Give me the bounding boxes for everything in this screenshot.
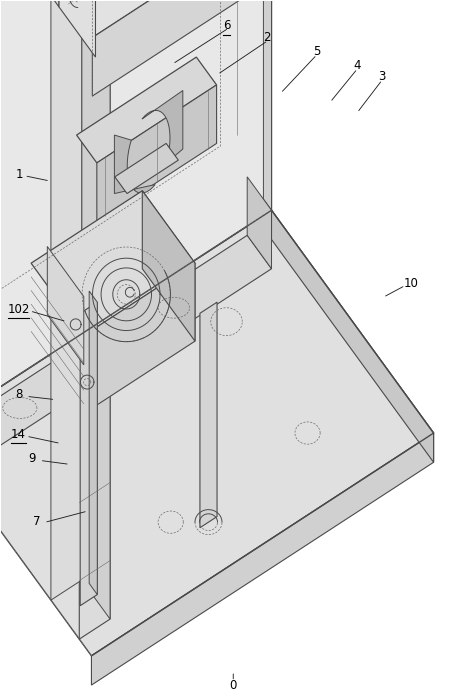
Polygon shape	[271, 210, 434, 462]
Polygon shape	[80, 302, 97, 606]
Polygon shape	[142, 191, 195, 341]
Text: 4: 4	[353, 59, 361, 72]
Polygon shape	[115, 135, 155, 194]
Polygon shape	[79, 0, 110, 639]
Polygon shape	[31, 191, 195, 336]
Polygon shape	[89, 291, 97, 595]
Polygon shape	[115, 143, 178, 194]
Polygon shape	[200, 302, 217, 528]
Polygon shape	[35, 0, 59, 7]
Polygon shape	[0, 210, 434, 656]
Text: 5: 5	[313, 45, 320, 58]
Polygon shape	[142, 90, 183, 164]
Polygon shape	[47, 247, 84, 365]
Polygon shape	[0, 236, 271, 491]
Text: 6: 6	[223, 20, 230, 32]
Polygon shape	[0, 0, 383, 38]
Polygon shape	[92, 0, 383, 96]
Text: 14: 14	[11, 428, 26, 441]
Polygon shape	[82, 0, 110, 619]
Polygon shape	[0, 0, 271, 433]
Polygon shape	[59, 0, 96, 57]
Text: 9: 9	[28, 452, 36, 466]
Polygon shape	[51, 0, 82, 600]
Polygon shape	[77, 57, 217, 163]
Polygon shape	[247, 177, 271, 268]
Text: 8: 8	[15, 388, 22, 401]
Text: 0: 0	[230, 679, 237, 691]
Polygon shape	[92, 433, 434, 685]
Text: 1: 1	[16, 168, 23, 180]
Polygon shape	[97, 85, 217, 222]
Polygon shape	[84, 263, 195, 414]
Text: 7: 7	[33, 515, 40, 528]
Text: 10: 10	[404, 277, 419, 290]
Polygon shape	[263, 0, 271, 210]
Text: 102: 102	[7, 303, 30, 316]
Text: 2: 2	[263, 31, 271, 44]
Text: 3: 3	[378, 70, 386, 83]
